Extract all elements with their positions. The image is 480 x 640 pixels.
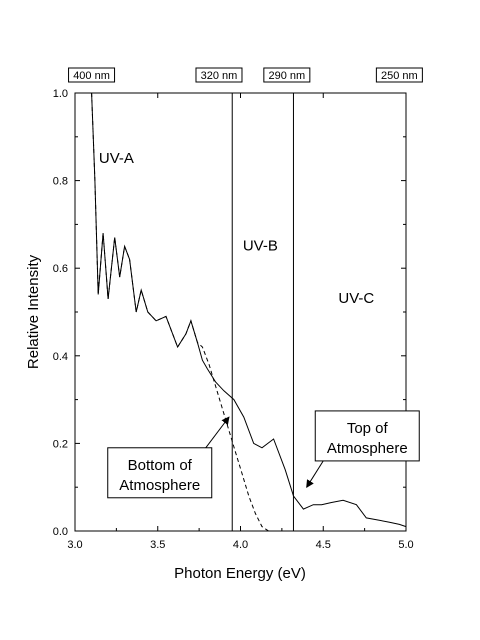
annotation-text: Atmosphere	[119, 477, 200, 494]
x-tick-label: 3.5	[150, 539, 165, 551]
ticks: 3.0 3.5 4.0 4.5 5.0 0.0 0.2 0.4 0.6 0.8 1.0	[53, 88, 414, 551]
annotation-arrow	[205, 416, 230, 449]
annotation-text: Top of	[347, 420, 389, 437]
y-axis-title: Relative Intensity	[25, 254, 42, 369]
x-tick-label: 5.0	[398, 539, 413, 551]
wavelength-label: 250 nm	[381, 70, 418, 82]
x-tick-label: 3.0	[67, 539, 82, 551]
dashed-series-line	[91, 92, 274, 532]
y-tick-label: 1.0	[53, 88, 68, 100]
y-tick-label: 0.2	[53, 438, 68, 450]
region-label: UV-C	[338, 290, 374, 307]
annotations: Bottom of Atmosphere Top of Atmosphere	[107, 410, 420, 499]
x-tick-label: 4.5	[316, 539, 331, 551]
y-tick-label: 0.4	[53, 351, 68, 363]
region-label: UV-A	[99, 150, 134, 167]
wavelength-label: 290 nm	[268, 70, 305, 82]
wavelength-label-box	[375, 67, 423, 83]
series-lines	[91, 92, 407, 532]
y-tick-label: 0.0	[53, 526, 68, 538]
region-label: UV-B	[243, 238, 278, 255]
x-axis-title: Photon Energy (eV)	[174, 565, 306, 582]
solid-series-line	[91, 92, 407, 528]
wavelength-label-box	[195, 67, 243, 83]
annotation-box	[314, 410, 420, 462]
region-labels: UV-A UV-B UV-C	[99, 150, 375, 307]
wavelength-label-box	[68, 67, 116, 83]
wavelength-label: 320 nm	[201, 70, 238, 82]
wavelength-labels: 400 nm 320 nm 290 nm 250 nm	[68, 67, 423, 83]
x-tick-label: 4.0	[233, 539, 248, 551]
wavelength-label: 400 nm	[73, 70, 110, 82]
annotation-box	[107, 447, 213, 499]
annotation-arrow	[306, 460, 324, 489]
wavelength-label-box	[263, 67, 311, 83]
annotation-text: Atmosphere	[327, 440, 408, 457]
y-tick-label: 0.6	[53, 263, 68, 275]
region-dividers	[231, 93, 294, 531]
y-tick-label: 0.8	[53, 176, 68, 188]
annotation-text: Bottom of	[128, 457, 193, 474]
